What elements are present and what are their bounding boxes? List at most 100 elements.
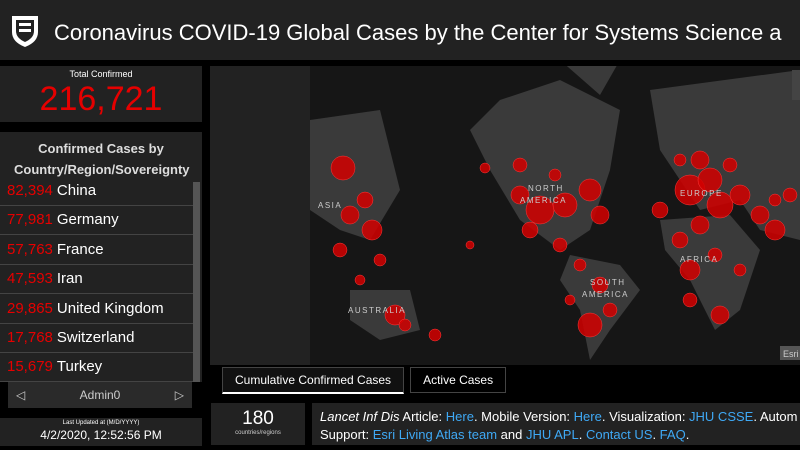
attribution: Esri [783, 349, 799, 359]
footer-text: . [685, 427, 690, 442]
case-count: 77,981 [7, 211, 53, 229]
country-name: Switzerland [56, 329, 135, 346]
case-bubble[interactable] [552, 237, 568, 253]
footer-text: Lancet Inf Dis [320, 409, 400, 424]
case-bubble[interactable] [548, 168, 562, 182]
link[interactable]: Here [573, 409, 602, 424]
country-row[interactable]: 29,865 United Kingdom [0, 294, 193, 324]
link[interactable]: FAQ [659, 427, 686, 442]
list-title: Confirmed Cases by Country/Region/Sovere… [14, 141, 190, 177]
case-bubble[interactable] [602, 302, 618, 318]
country-name: France [56, 240, 104, 258]
case-bubble[interactable] [521, 221, 539, 239]
country-name: Germany [56, 211, 119, 229]
case-bubble[interactable] [384, 304, 406, 326]
prev-arrow[interactable]: ◁ [16, 388, 26, 402]
case-bubble[interactable] [330, 155, 356, 181]
case-bubble[interactable] [552, 192, 578, 218]
next-arrow[interactable]: ▷ [174, 388, 184, 402]
case-bubble[interactable] [673, 153, 687, 167]
count-label: countries/regions [235, 430, 281, 436]
case-bubble[interactable] [690, 215, 710, 235]
case-count: 47,593 [7, 270, 53, 288]
case-bubble[interactable] [750, 205, 770, 225]
case-count: 29,865 [7, 299, 53, 317]
case-bubble[interactable] [710, 305, 730, 325]
footer-text: . [578, 427, 586, 442]
case-bubble[interactable] [782, 187, 798, 203]
country-row[interactable]: 17,768 Switzerland [0, 323, 193, 353]
count-value: 180 [242, 408, 274, 429]
tab[interactable]: Active Cases [410, 367, 507, 393]
footer-line: Lancet Inf Dis Article: Here. Mobile Ver… [320, 408, 797, 426]
case-bubble[interactable] [764, 219, 786, 241]
header: Coronavirus COVID-19 Global Cases by the… [0, 0, 800, 60]
case-bubble[interactable] [733, 263, 747, 277]
case-bubble[interactable] [578, 178, 602, 202]
case-bubble[interactable] [651, 201, 669, 219]
region-label: SOUTH AMERICA [582, 278, 629, 299]
case-count: 82,394 [7, 182, 53, 199]
case-bubble[interactable] [510, 185, 530, 205]
case-bubble[interactable] [428, 328, 442, 342]
tabs: Cumulative Confirmed Cases Active Cases [222, 367, 512, 394]
case-bubble[interactable] [671, 231, 689, 249]
case-bubble[interactable] [707, 247, 723, 263]
footer-text: . [652, 427, 660, 442]
case-bubble[interactable] [354, 274, 366, 286]
country-name: China [56, 182, 97, 199]
case-count: 15,679 [7, 358, 53, 376]
case-bubble[interactable] [479, 162, 491, 174]
case-bubble[interactable] [706, 191, 734, 219]
case-count: 57,763 [7, 240, 53, 258]
case-bubble[interactable] [590, 205, 610, 225]
case-bubble[interactable] [729, 184, 751, 206]
country-panel: Confirmed Cases by Country/Region/Sovere… [0, 132, 202, 382]
case-bubble[interactable] [697, 167, 723, 193]
link[interactable]: JHU APL [525, 427, 579, 442]
updated-value: 4/2/2020, 12:52:56 PM [40, 428, 162, 442]
country-row[interactable]: 15,679 Turkey [0, 352, 193, 382]
region-label: ASIA [318, 201, 342, 210]
region-label: EUROPE [680, 189, 723, 198]
case-bubble[interactable] [356, 191, 374, 209]
country-row[interactable]: 57,763 France [0, 235, 193, 265]
link[interactable]: Contact US [585, 427, 653, 442]
case-bubble[interactable] [722, 157, 738, 173]
case-bubble[interactable] [398, 318, 412, 332]
count-panel: 180 countries/regions [211, 403, 305, 445]
footer-text: . Mobile Version: [473, 409, 574, 424]
case-bubble[interactable] [512, 157, 528, 173]
country-row[interactable]: 82,394 China [0, 176, 193, 206]
footer-text: . Autom [753, 409, 798, 424]
case-bubble[interactable] [577, 312, 603, 338]
case-bubble[interactable] [564, 294, 576, 306]
scrollbar[interactable] [193, 182, 200, 382]
footer: Lancet Inf Dis Article: Here. Mobile Ver… [312, 403, 800, 445]
case-bubble[interactable] [682, 292, 698, 308]
case-count: 17,768 [7, 329, 53, 346]
title: Coronavirus COVID-19 Global Cases by the… [54, 20, 782, 45]
country-row[interactable]: 47,593 Iran [0, 264, 193, 295]
case-bubble[interactable] [340, 205, 360, 225]
case-bubble[interactable] [591, 276, 609, 294]
case-bubble[interactable] [332, 242, 348, 258]
footer-line: Support: Esri Living Atlas team and JHU … [320, 426, 792, 444]
case-bubble[interactable] [361, 219, 383, 241]
country-row[interactable]: 77,981 Germany [0, 205, 193, 236]
region-label: AFRICA [680, 255, 718, 264]
link[interactable]: Here [445, 409, 474, 424]
case-bubble[interactable] [573, 258, 587, 272]
case-bubble[interactable] [690, 150, 710, 170]
case-bubble[interactable] [679, 259, 701, 281]
pager-label: Admin0 [79, 388, 121, 402]
case-bubble[interactable] [465, 240, 475, 250]
tab[interactable]: Cumulative Confirmed Cases [222, 367, 405, 394]
case-bubble[interactable] [768, 193, 782, 207]
total-panel: Total Confirmed 216,721 [0, 66, 202, 122]
link[interactable]: JHU CSSE [689, 409, 754, 424]
total-value: 216,721 [39, 80, 163, 118]
link[interactable]: Esri Living Atlas team [372, 427, 498, 442]
case-bubble[interactable] [373, 253, 387, 267]
